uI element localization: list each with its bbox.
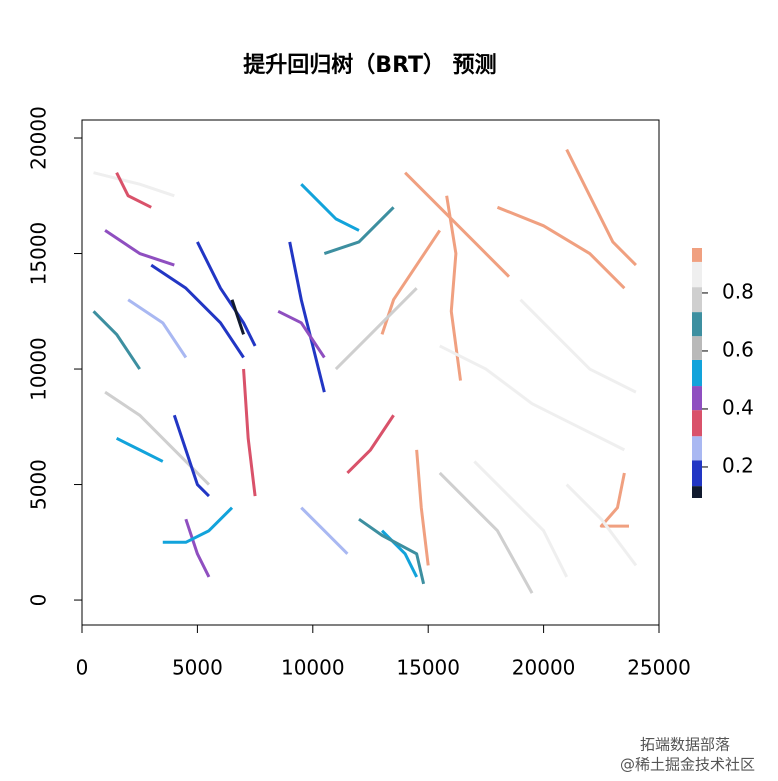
stream bbox=[92, 310, 141, 370]
y-tick-label: 0 bbox=[27, 594, 51, 607]
y-tick-label: 20000 bbox=[27, 106, 51, 170]
stream bbox=[172, 414, 211, 498]
x-tick-label: 20000 bbox=[512, 656, 576, 680]
y-tick-label: 15000 bbox=[27, 222, 51, 286]
stream bbox=[300, 506, 349, 555]
stream bbox=[150, 263, 245, 359]
colorbar-tick-label: 0.2 bbox=[722, 453, 754, 477]
stream bbox=[184, 518, 211, 578]
stream bbox=[565, 483, 638, 567]
colorbar-swatch bbox=[692, 287, 702, 313]
x-tick-label: 0 bbox=[76, 656, 89, 680]
stream bbox=[162, 506, 234, 544]
stream bbox=[230, 299, 245, 335]
stream bbox=[242, 368, 257, 497]
colorbar-swatch bbox=[692, 460, 702, 487]
colorbar-swatch bbox=[692, 386, 702, 411]
stream bbox=[323, 206, 395, 255]
colorbar-swatch bbox=[692, 248, 702, 262]
watermark: 拓端数据部落 bbox=[640, 736, 730, 754]
x-tick-label: 25000 bbox=[627, 656, 691, 680]
stream bbox=[300, 183, 360, 232]
colorbar-swatch bbox=[692, 261, 702, 288]
stream bbox=[346, 414, 395, 475]
colorbar-tick-label: 0.4 bbox=[722, 395, 754, 419]
colorbar-swatch bbox=[692, 410, 702, 437]
colorbar-swatch bbox=[692, 486, 702, 498]
colorbar-swatch bbox=[692, 436, 702, 461]
stream bbox=[380, 229, 441, 335]
colorbar-tick-label: 0.6 bbox=[722, 337, 754, 361]
colorbar-tick-label: 0.8 bbox=[722, 279, 754, 303]
stream bbox=[415, 449, 430, 566]
x-tick-label: 5000 bbox=[172, 656, 223, 680]
stream bbox=[496, 205, 626, 290]
stream bbox=[445, 195, 462, 381]
stream bbox=[358, 517, 426, 585]
stream bbox=[196, 241, 257, 347]
stream bbox=[277, 309, 326, 359]
watermark: @稀土掘金技术社区 bbox=[620, 756, 755, 774]
stream bbox=[93, 171, 175, 198]
stream bbox=[288, 241, 326, 393]
colorbar-swatch bbox=[692, 359, 702, 387]
stream bbox=[565, 148, 637, 267]
x-tick-label: 15000 bbox=[396, 656, 460, 680]
stream bbox=[115, 172, 152, 209]
colorbar-swatch bbox=[692, 336, 702, 360]
stream bbox=[104, 229, 175, 267]
y-tick-label: 5000 bbox=[27, 459, 51, 510]
stream bbox=[115, 436, 164, 463]
stream bbox=[438, 471, 534, 594]
stream bbox=[334, 287, 418, 371]
stream bbox=[404, 171, 511, 278]
plot-frame bbox=[81, 119, 660, 626]
y-tick-label: 10000 bbox=[27, 337, 51, 401]
stream bbox=[127, 298, 188, 359]
stream bbox=[519, 298, 637, 394]
stream bbox=[439, 344, 626, 452]
stream bbox=[473, 460, 569, 578]
x-tick-label: 10000 bbox=[281, 656, 345, 680]
chart-title: 提升回归树（BRT） 预测 bbox=[243, 52, 496, 78]
colorbar-swatch bbox=[692, 312, 702, 337]
stream bbox=[599, 472, 629, 528]
